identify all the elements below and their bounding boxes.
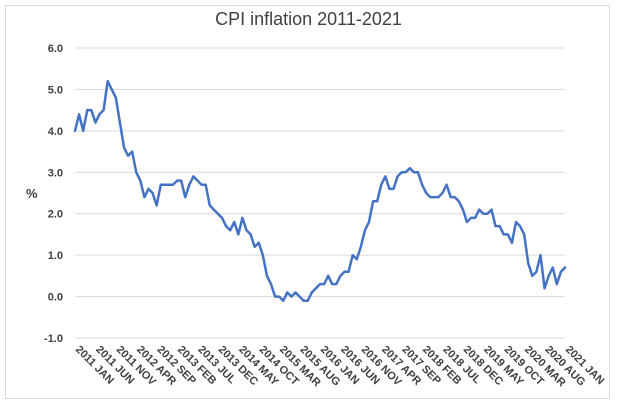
- y-axis-label: %: [26, 186, 38, 201]
- chart-title: CPI inflation 2011-2021: [215, 9, 402, 29]
- y-tick-labels: 6.0 5.0 4.0 3.0 2.0 1.0 0.0 -1.0: [44, 43, 63, 345]
- cpi-series-line: [73, 79, 567, 302]
- series-lines: [73, 79, 567, 302]
- y-tick-label: 0.0: [48, 292, 63, 304]
- y-tick-label: 6.0: [48, 43, 63, 55]
- y-tick-label: 5.0: [48, 84, 63, 96]
- y-tick-label: 3.0: [48, 167, 63, 179]
- y-tick-label: 1.0: [48, 250, 63, 262]
- chart-frame: [5, 5, 610, 399]
- y-tick-label: -1.0: [44, 333, 63, 345]
- y-tick-label: 2.0: [48, 209, 63, 221]
- y-tick-label: 4.0: [48, 126, 63, 138]
- gridlines: [75, 47, 565, 339]
